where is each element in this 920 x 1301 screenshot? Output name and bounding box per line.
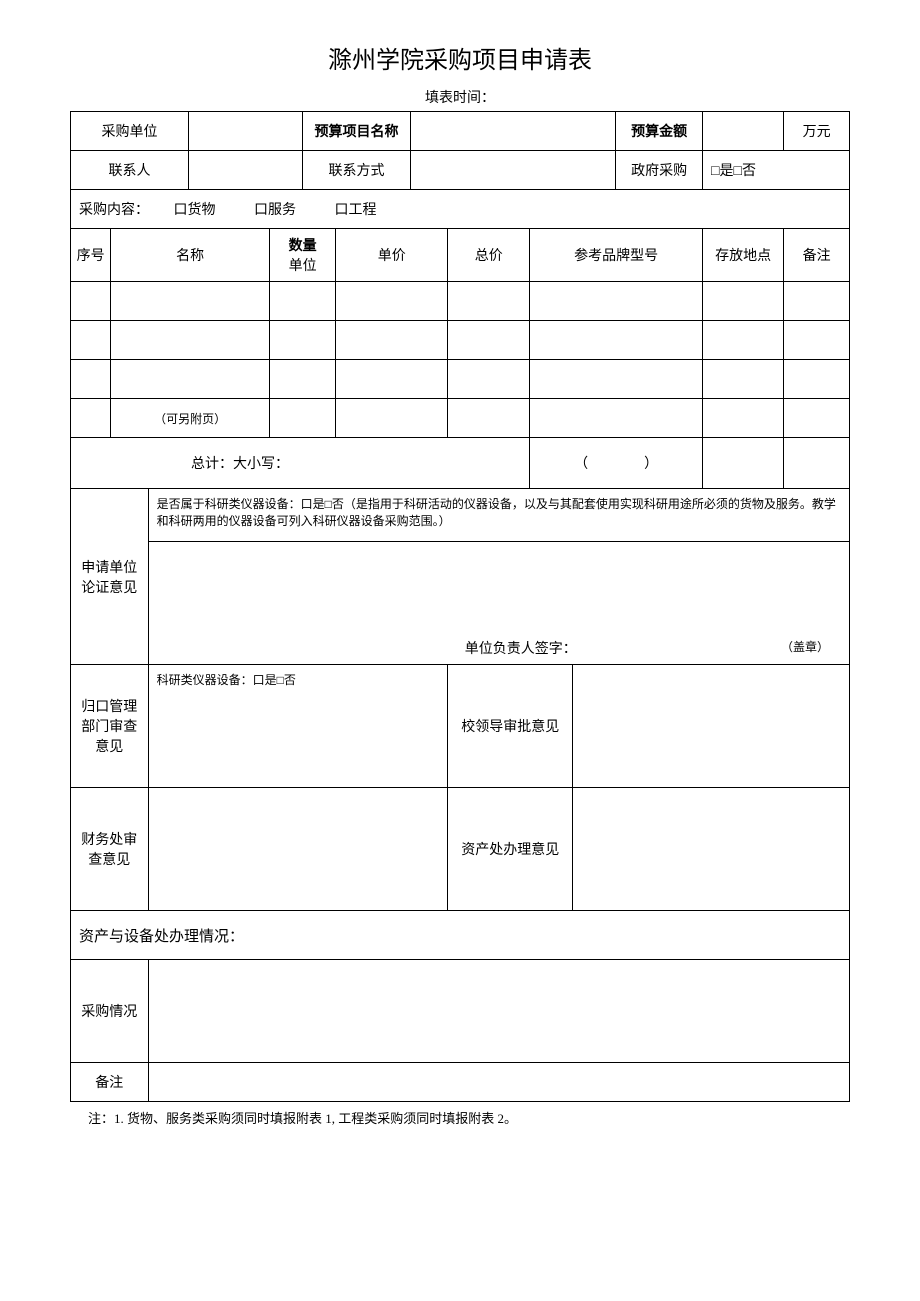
purchase-content-row: 采购内容： 口货物 口服务 口工程: [71, 190, 850, 229]
total-empty1: [703, 438, 784, 489]
gov-purchase-value: □是□否: [703, 151, 850, 190]
total-empty2: [784, 438, 850, 489]
col-total: 总价: [448, 229, 530, 282]
table-row: （可另附页）: [71, 399, 850, 438]
col-brand: 参考品牌型号: [530, 229, 703, 282]
unit-wan: 万元: [784, 112, 850, 151]
purchase-status-value: [148, 960, 849, 1063]
col-name: 名称: [111, 229, 270, 282]
budget-amount-value: [703, 112, 784, 151]
page-title: 滁州学院采购项目申请表: [70, 40, 850, 75]
asset-handling-row: 资产与设备处办理情况：: [71, 911, 850, 960]
footnote: 注：1. 货物、服务类采购须同时填报附表 1, 工程类采购须同时填报附表 2。: [70, 1108, 850, 1127]
col-seq: 序号: [71, 229, 111, 282]
seal-label: （盖章）: [781, 638, 849, 658]
leader-approval-value: [573, 665, 850, 788]
contact-label: 联系人: [71, 151, 189, 190]
col-price: 单价: [336, 229, 448, 282]
fill-time-label: 填表时间：: [70, 87, 850, 107]
col-qty-unit: 数量单位: [270, 229, 336, 282]
table-row: [71, 282, 850, 321]
checkbox-service: 口服务: [254, 203, 296, 218]
dept-research-eq: 科研类仪器设备：口是□否: [148, 665, 448, 788]
budget-project-label: 预算项目名称: [303, 112, 411, 151]
leader-approval-label: 校领导审批意见: [448, 665, 573, 788]
content-label: 采购内容：: [79, 203, 149, 218]
remark-value: [148, 1063, 849, 1102]
asset-process-value: [573, 788, 850, 911]
remark-label: 备注: [71, 1063, 149, 1102]
contact-value: [189, 151, 303, 190]
form-table: 采购单位 预算项目名称 预算金额 万元 联系人 联系方式 政府采购 □是□否 采…: [70, 111, 850, 1102]
sign-label: 单位负责人签字：: [465, 638, 781, 658]
table-row: [71, 321, 850, 360]
asset-process-label: 资产处办理意见: [448, 788, 573, 911]
col-remark: 备注: [784, 229, 850, 282]
applicant-label: 申请单位论证意见: [71, 489, 149, 665]
gov-purchase-label: 政府采购: [616, 151, 703, 190]
budget-amount-label: 预算金额: [616, 112, 703, 151]
contact-method-value: [410, 151, 615, 190]
checkbox-goods: 口货物: [174, 203, 216, 218]
purchase-unit-value: [189, 112, 303, 151]
finance-review-label: 财务处审查意见: [71, 788, 149, 911]
research-question: 是否属于科研类仪器设备：口是□否（是指用于科研活动的仪器设备，以及与其配套使用实…: [148, 489, 849, 542]
budget-project-value: [410, 112, 615, 151]
dept-review-label: 归口管理部门审查意见: [71, 665, 149, 788]
purchase-status-label: 采购情况: [71, 960, 149, 1063]
col-location: 存放地点: [703, 229, 784, 282]
finance-review-value: [148, 788, 448, 911]
applicant-sign-area: 单位负责人签字： （盖章）: [148, 542, 849, 665]
contact-method-label: 联系方式: [303, 151, 411, 190]
total-paren: （ ）: [530, 438, 703, 489]
total-label: 总计：大小写：: [71, 438, 530, 489]
table-row: [71, 360, 850, 399]
checkbox-project: 口工程: [335, 203, 377, 218]
purchase-unit-label: 采购单位: [71, 112, 189, 151]
